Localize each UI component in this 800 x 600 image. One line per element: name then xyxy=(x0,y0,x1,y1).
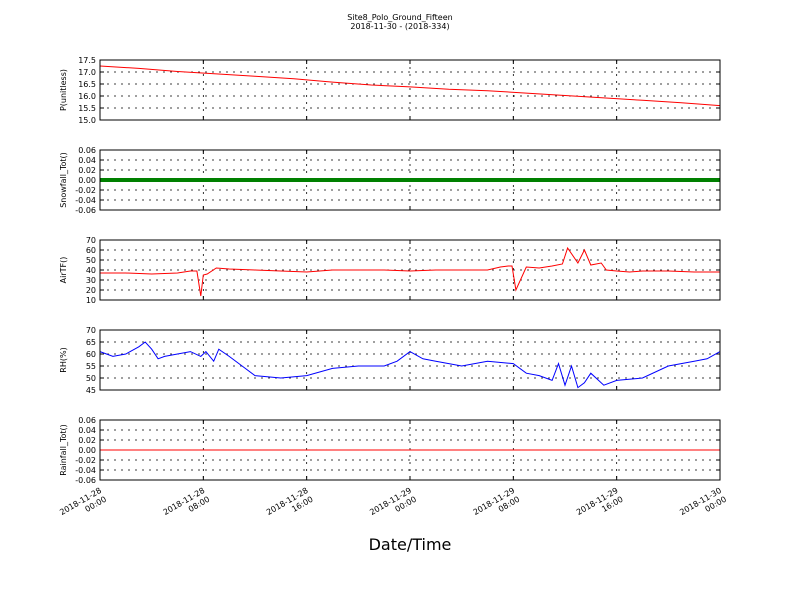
y-tick-label: 16.5 xyxy=(78,80,96,89)
series-line-airtemp xyxy=(100,246,720,297)
y-tick-label: 15.0 xyxy=(78,116,96,125)
y-axis-label: RH(%) xyxy=(59,347,68,372)
y-tick-label: 60 xyxy=(86,246,96,255)
plot-frame xyxy=(99,419,721,481)
y-tick-label: 20 xyxy=(86,286,96,295)
y-tick-label: 30 xyxy=(86,276,96,285)
y-tick-label: 55 xyxy=(86,362,96,371)
y-axis-label: Rainfall_Tot() xyxy=(59,424,68,476)
y-tick-label: 50 xyxy=(86,256,96,265)
y-tick-label: 0.02 xyxy=(78,436,96,445)
plot-frame xyxy=(99,239,721,301)
panel-rh: 45 50 55 60 65 70 RH(%) xyxy=(59,326,721,395)
x-axis-label: Date/Time xyxy=(369,535,452,554)
y-tick-label: 60 xyxy=(86,350,96,359)
y-tick-label: 45 xyxy=(86,386,96,395)
plot-frame xyxy=(99,329,721,391)
y-tick-label: 17.0 xyxy=(78,68,96,77)
y-tick-label: 0.06 xyxy=(78,416,96,425)
series-line-pressure xyxy=(99,65,721,107)
y-axis-label: AirTF() xyxy=(59,257,68,284)
y-tick-label: 10 xyxy=(86,296,96,305)
y-tick-label: 65 xyxy=(86,338,96,347)
y-tick-label: 0.02 xyxy=(78,166,96,175)
panel-snowfall: -0.06-0.04-0.020.000.020.040.06 Snowfall_… xyxy=(59,146,721,215)
y-axis-label: P(unitless) xyxy=(59,69,68,111)
y-tick-label: -0.06 xyxy=(75,476,96,485)
y-tick-label: 70 xyxy=(86,326,96,335)
y-tick-label: 0.06 xyxy=(78,146,96,155)
y-tick-label: 0.00 xyxy=(78,446,96,455)
plot-frame xyxy=(99,59,721,121)
chart-title: Site8_Polo_Ground_Fifteen xyxy=(347,13,452,22)
y-tick-label: 50 xyxy=(86,374,96,383)
y-tick-label: 0.04 xyxy=(78,156,96,165)
y-tick-label: -0.04 xyxy=(75,466,96,475)
y-tick-label: -0.04 xyxy=(75,196,96,205)
y-tick-label: 0.04 xyxy=(78,426,96,435)
chart-subtitle: 2018-11-30 - (2018-334) xyxy=(350,22,449,31)
y-tick-label: -0.02 xyxy=(75,456,96,465)
y-tick-label: -0.02 xyxy=(75,186,96,195)
panels: 15.0 15.5 16.0 16.5 17.0 17.5 P(unitless) -0.06… xyxy=(59,56,721,485)
series-line-rh xyxy=(99,341,721,389)
y-tick-label: 0.00 xyxy=(78,176,96,185)
y-tick-label: 70 xyxy=(86,236,96,245)
plot-frame xyxy=(99,149,721,211)
y-axis-label: Snowfall_Tot() xyxy=(59,152,68,208)
y-tick-label: -0.06 xyxy=(75,206,96,215)
panel-pressure: 15.0 15.5 16.0 16.5 17.0 17.5 P(unitless) xyxy=(59,56,721,125)
panel-rainfall: -0.06-0.04-0.020.000.020.040.06 Rainfall_… xyxy=(59,416,721,485)
y-tick-label: 17.5 xyxy=(78,56,96,65)
y-tick-label: 40 xyxy=(86,266,96,275)
y-tick-label: 16.0 xyxy=(78,92,96,101)
y-tick-label: 15.5 xyxy=(78,104,96,113)
